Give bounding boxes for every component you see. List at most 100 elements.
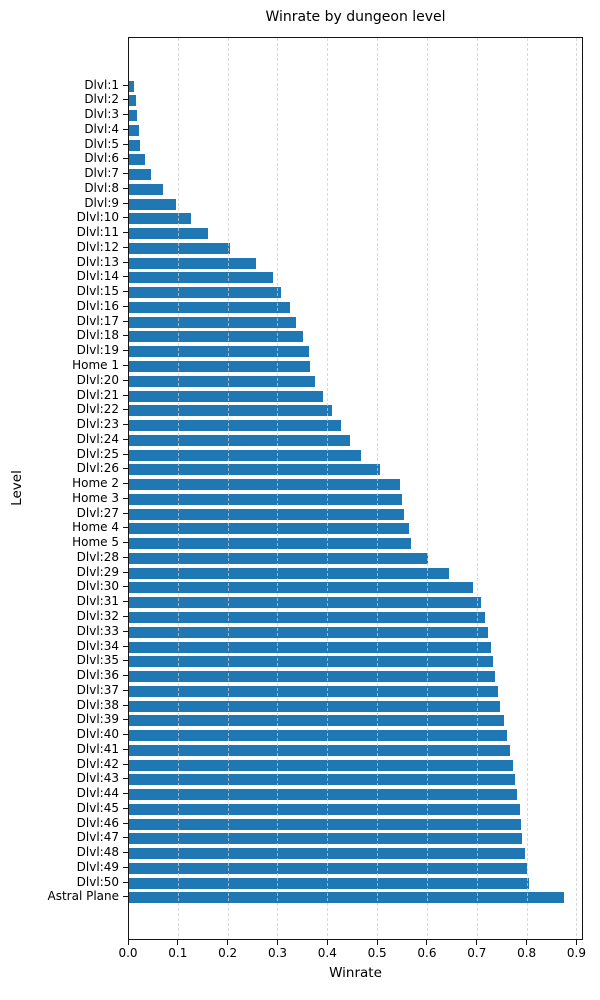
bar-Home 5 [129, 538, 411, 550]
y-tick-label: Dlvl:15 [76, 284, 119, 299]
x-tick-label: 0.4 [317, 946, 337, 960]
x-tick-label: 0.5 [367, 946, 387, 960]
bar-Dlvl:17 [129, 316, 297, 328]
bar-Dlvl:16 [129, 301, 290, 313]
gridline [526, 38, 528, 939]
bar-Astral Plane [129, 892, 565, 904]
y-tick-label: Dlvl:34 [76, 638, 119, 653]
bar-Dlvl:31 [129, 597, 482, 609]
y-tick-mark [123, 453, 128, 455]
y-tick-label: Dlvl:2 [84, 92, 119, 107]
bar-Dlvl:1 [129, 80, 134, 92]
y-tick-mark [123, 114, 128, 116]
y-tick-label: Dlvl:30 [76, 579, 119, 594]
bar-Home 4 [129, 523, 409, 535]
y-tick-mark [123, 261, 128, 263]
y-tick-mark [123, 571, 128, 573]
y-tick-mark [123, 232, 128, 234]
y-tick-mark [123, 202, 128, 204]
y-tick-mark [123, 379, 128, 381]
y-tick-mark [123, 217, 128, 219]
y-tick-mark [123, 320, 128, 322]
y-tick-label: Dlvl:16 [76, 298, 119, 313]
y-tick-label: Dlvl:4 [84, 121, 119, 136]
y-tick-mark [123, 601, 128, 603]
y-tick-label: Dlvl:46 [76, 815, 119, 830]
y-tick-label: Dlvl:42 [76, 756, 119, 771]
y-tick-label: Dlvl:13 [76, 254, 119, 269]
x-tick-label: 0.0 [118, 946, 138, 960]
y-tick-mark [123, 704, 128, 706]
y-tick-label: Dlvl:35 [76, 653, 119, 668]
y-tick-mark [123, 143, 128, 145]
y-tick-label: Dlvl:38 [76, 697, 119, 712]
bar-Home 2 [129, 479, 400, 491]
bar-Dlvl:12 [129, 242, 231, 254]
y-tick-mark [123, 84, 128, 86]
gridline [377, 38, 379, 939]
y-tick-mark [123, 173, 128, 175]
y-tick-label: Dlvl:29 [76, 564, 119, 579]
y-tick-mark [123, 837, 128, 839]
bar-Dlvl:30 [129, 582, 473, 594]
y-tick-label: Dlvl:43 [76, 771, 119, 786]
bar-Dlvl:23 [129, 420, 341, 432]
y-tick-label: Dlvl:26 [76, 461, 119, 476]
gridline [277, 38, 279, 939]
y-tick-mark [123, 99, 128, 101]
x-tick-label: 0.1 [168, 946, 188, 960]
y-tick-label: Dlvl:9 [84, 195, 119, 210]
y-tick-mark [123, 748, 128, 750]
y-tick-label: Dlvl:37 [76, 682, 119, 697]
y-tick-label: Dlvl:28 [76, 549, 119, 564]
gridline [227, 38, 229, 939]
bar-Dlvl:45 [129, 803, 520, 815]
y-tick-label: Dlvl:22 [76, 402, 119, 417]
gridline [576, 38, 578, 939]
bar-Dlvl:43 [129, 774, 515, 786]
x-tick-mark [127, 940, 129, 945]
y-tick-mark [123, 305, 128, 307]
bar-Dlvl:14 [129, 272, 273, 284]
y-tick-label: Home 5 [72, 535, 119, 550]
y-tick-label: Dlvl:12 [76, 239, 119, 254]
y-tick-mark [123, 852, 128, 854]
chart-title: Winrate by dungeon level [265, 9, 446, 25]
y-tick-label: Dlvl:45 [76, 800, 119, 815]
y-tick-mark [123, 556, 128, 558]
y-tick-mark [123, 512, 128, 514]
x-tick-mark [476, 940, 478, 945]
y-tick-label: Dlvl:44 [76, 786, 119, 801]
y-tick-mark [123, 497, 128, 499]
y-tick-label: Dlvl:7 [84, 166, 119, 181]
x-tick-label: 0.7 [467, 946, 487, 960]
y-tick-label: Dlvl:11 [76, 225, 119, 240]
x-tick-mark [177, 940, 179, 945]
y-tick-mark [123, 763, 128, 765]
x-tick-label: 0.8 [517, 946, 537, 960]
bar-Dlvl:19 [129, 346, 310, 358]
y-tick-mark [123, 793, 128, 795]
y-tick-label: Dlvl:5 [84, 136, 119, 151]
y-tick-mark [123, 734, 128, 736]
y-tick-label: Dlvl:50 [76, 874, 119, 889]
bar-Dlvl:35 [129, 656, 493, 668]
x-tick-mark [376, 940, 378, 945]
bar-Dlvl:27 [129, 508, 404, 520]
bar-Dlvl:11 [129, 228, 208, 240]
y-tick-mark [123, 424, 128, 426]
bar-Home 1 [129, 361, 310, 372]
bar-Dlvl:6 [129, 154, 146, 166]
y-tick-label: Dlvl:21 [76, 387, 119, 402]
y-tick-label: Home 3 [72, 490, 119, 505]
y-tick-label: Dlvl:49 [76, 859, 119, 874]
y-tick-mark [123, 822, 128, 824]
bar-Dlvl:29 [129, 567, 450, 579]
y-tick-mark [123, 645, 128, 647]
y-tick-label: Dlvl:32 [76, 608, 119, 623]
x-tick-mark [575, 940, 577, 945]
bar-Dlvl:37 [129, 685, 498, 697]
x-tick-label: 0.3 [267, 946, 288, 960]
bar-Dlvl:34 [129, 641, 492, 653]
